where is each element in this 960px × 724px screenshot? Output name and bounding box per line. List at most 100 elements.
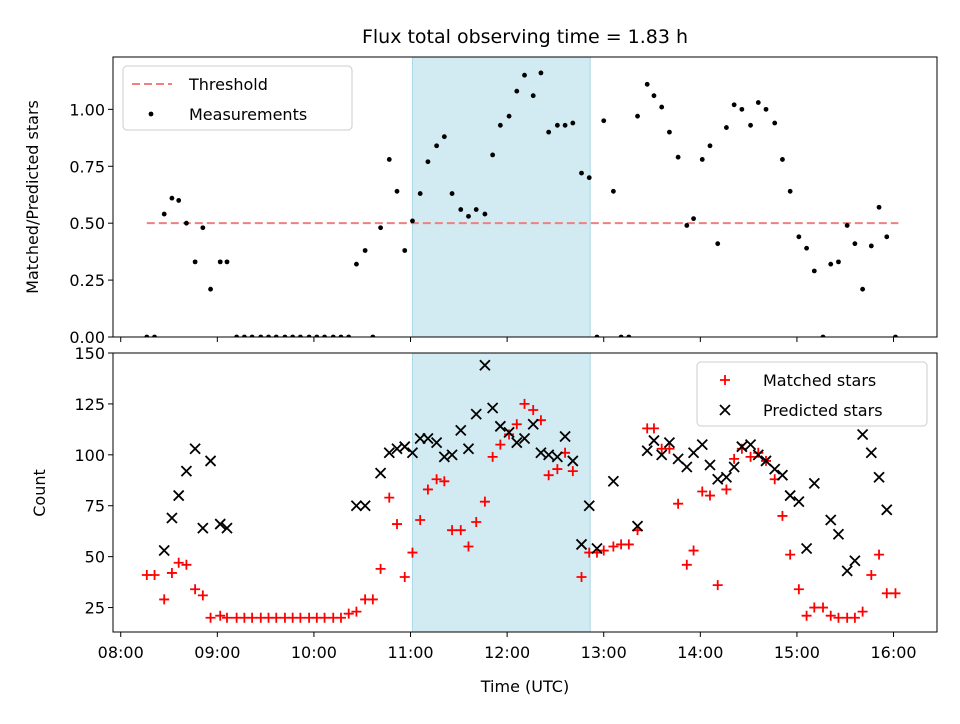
- plot-frame: [112, 352, 938, 633]
- data-point: [266, 334, 271, 337]
- data-point: [745, 451, 756, 462]
- data-point: [314, 334, 320, 337]
- data-point: [258, 334, 264, 337]
- data-point: [874, 549, 885, 560]
- data-point: [608, 541, 619, 552]
- data-point: [350, 500, 363, 512]
- data-point: [458, 207, 464, 212]
- data-point: [748, 122, 753, 128]
- legend-label: Measurements: [189, 105, 307, 124]
- data-point: [152, 334, 157, 337]
- data-point: [635, 113, 640, 119]
- x-tick-label: 16:00: [870, 643, 916, 662]
- data-point: [559, 430, 571, 443]
- data-point: [519, 398, 530, 409]
- data-point: [362, 248, 368, 253]
- data-point: [159, 594, 170, 605]
- data-point: [687, 447, 700, 459]
- data-point: [271, 612, 282, 623]
- data-point: [865, 447, 877, 459]
- data-point: [576, 572, 587, 583]
- data-point: [176, 198, 182, 203]
- data-point: [503, 426, 515, 439]
- data-point: [180, 465, 193, 477]
- data-point: [785, 549, 796, 560]
- data-point: [487, 451, 498, 462]
- data-point: [656, 449, 668, 461]
- data-point: [804, 245, 809, 251]
- data-point: [704, 490, 715, 501]
- y-tick-label: 125: [74, 395, 105, 414]
- data-point: [204, 455, 217, 467]
- data-point: [776, 469, 789, 481]
- data-point: [234, 334, 240, 337]
- data-point: [455, 424, 467, 437]
- data-point: [417, 191, 423, 196]
- data-point: [439, 476, 450, 487]
- data-point: [591, 542, 603, 555]
- data-point: [699, 157, 705, 162]
- data-point: [149, 569, 160, 580]
- data-point: [406, 447, 419, 459]
- data-point: [681, 559, 692, 570]
- legend: Matched stars Predicted stars: [696, 361, 928, 427]
- data-point: [772, 120, 778, 126]
- data-point: [681, 461, 693, 473]
- data-point: [392, 519, 403, 530]
- data-point: [144, 334, 150, 337]
- data-point: [378, 225, 383, 231]
- y-tick-label: 0.25: [69, 271, 105, 290]
- data-point: [514, 88, 520, 94]
- data-point: [415, 514, 426, 525]
- data-markers: [141, 359, 901, 623]
- data-markers: [144, 70, 898, 337]
- data-point: [833, 612, 844, 623]
- x-tick-label: 10:00: [291, 643, 337, 662]
- data-point: [221, 522, 233, 534]
- x-tick-label: 08:00: [98, 643, 144, 662]
- data-point: [712, 473, 724, 485]
- y-tick-label: 0.50: [69, 214, 105, 233]
- x-tick-label: 09:00: [194, 643, 240, 662]
- data-point: [351, 606, 362, 617]
- bottom-panel: 25 50 75 100 125 150 08:00 09:00 10:00 11:00 12:00…: [74, 344, 938, 662]
- data-point: [684, 223, 690, 228]
- data-point: [659, 104, 665, 110]
- data-point: [504, 429, 515, 440]
- data-point: [383, 447, 395, 459]
- data-point: [610, 188, 616, 194]
- data-point: [543, 449, 555, 461]
- data-point: [530, 93, 536, 99]
- data-point: [192, 259, 198, 265]
- x-axis-label: Time (UTC): [480, 677, 569, 696]
- data-point: [720, 471, 733, 483]
- data-point: [601, 118, 607, 124]
- data-point: [811, 268, 817, 274]
- legend-label: Matched stars: [763, 371, 876, 390]
- data-point: [552, 464, 563, 475]
- data-point: [825, 514, 837, 526]
- data-point: [181, 559, 192, 570]
- chart-title: Flux total observing time = 1.83 h: [362, 26, 688, 48]
- data-point: [410, 218, 415, 224]
- data-point: [554, 122, 560, 128]
- data-point: [836, 259, 841, 265]
- data-point: [832, 528, 845, 540]
- shaded-region: [411, 352, 591, 633]
- data-point: [715, 241, 721, 247]
- data-point: [856, 428, 869, 441]
- data-point: [575, 538, 588, 551]
- data-point: [487, 402, 499, 414]
- data-point: [857, 606, 868, 617]
- data-point: [166, 512, 178, 524]
- data-point: [763, 106, 769, 112]
- data-point: [860, 286, 866, 292]
- data-point: [729, 453, 740, 464]
- data-point: [473, 207, 479, 212]
- x-tick-label: 14:00: [677, 643, 723, 662]
- data-point: [330, 334, 336, 337]
- data-point: [384, 492, 395, 503]
- x-tick-label: 15:00: [774, 643, 820, 662]
- data-point: [425, 159, 431, 165]
